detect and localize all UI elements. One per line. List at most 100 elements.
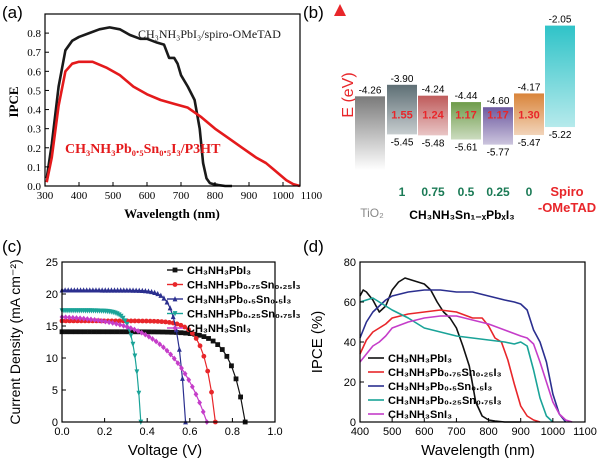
c-series-marker: [159, 319, 165, 325]
d-legend-label: CH₃NH₃Pb₀.₂₅Sn₀.₇₅I₃: [388, 395, 502, 407]
c-series-marker: [178, 330, 184, 336]
c-series-marker: [112, 287, 117, 293]
a-y-tick-label: 0.0: [27, 181, 41, 193]
a-x-tick-label: 600: [139, 190, 156, 202]
c-series-marker: [71, 287, 77, 293]
d-series-line-3: [359, 289, 567, 423]
c-series-marker: [209, 389, 214, 395]
c-series-marker: [68, 287, 74, 293]
c-series-marker: [197, 399, 202, 406]
c-series-marker: [186, 327, 191, 333]
c-series-marker: [133, 287, 139, 293]
d-series-line-1: [359, 277, 521, 423]
c-series-marker: [179, 365, 184, 372]
c-y-tick-label: 0: [52, 417, 58, 429]
c-series-marker: [87, 287, 93, 293]
c-y-tick-label: 15: [46, 321, 58, 333]
b-vb-label: -5.48: [422, 138, 445, 149]
b-bandgap-label: 1.17: [487, 109, 508, 121]
b-bandgap-label: 1.55: [391, 109, 412, 121]
b-bandgap-label: 1.24: [422, 109, 444, 121]
c-series-marker: [155, 290, 161, 297]
c-series-marker: [196, 332, 202, 338]
c-x-tick-label: 0.0: [54, 426, 69, 438]
c-series-marker: [171, 355, 177, 362]
c-series-marker: [90, 287, 96, 293]
c-series-marker: [174, 321, 180, 327]
d-x-tick-label: 800: [479, 426, 497, 438]
b-band-bar: [451, 102, 481, 140]
c-series-marker: [64, 329, 69, 335]
c-series-marker: [128, 318, 134, 324]
b-vb-label: -5.77: [487, 148, 510, 159]
c-series-marker: [132, 318, 138, 324]
c-series-marker: [166, 319, 172, 325]
d-y-tick-label: 60: [344, 297, 356, 309]
b-vb-label: -5.47: [518, 138, 541, 149]
c-y-tick-label: 5: [52, 385, 58, 397]
c-series-marker: [215, 342, 221, 347]
d-legend-label: CH₃NH₃SnI₃: [388, 409, 452, 421]
a-x-axis-label: Wavelength (nm): [124, 206, 220, 221]
c-series-marker: [128, 329, 134, 335]
c-series-marker: [113, 320, 119, 327]
c-series-marker: [170, 313, 176, 320]
c-series-marker: [224, 353, 230, 359]
c-series-marker: [206, 336, 211, 341]
c-series-marker: [139, 287, 145, 294]
c-series-marker: [103, 318, 108, 325]
c-series-marker: [67, 318, 73, 324]
b-cb-label: -2.05: [549, 15, 572, 26]
c-series-marker: [77, 329, 83, 335]
c-series-marker: [119, 329, 124, 335]
b-cb-label: -4.44: [455, 91, 478, 102]
c-x-tick-label: 0.6: [182, 426, 197, 438]
c-legend-marker: [172, 267, 178, 273]
a-x-tick-label: 900: [241, 190, 258, 202]
c-x-tick-label: 1.0: [267, 426, 282, 438]
c-series-marker: [109, 287, 114, 293]
c-series-marker: [189, 330, 195, 336]
d-y-axis-label: IPCE (%): [309, 311, 326, 374]
a-x-tick-label: 1100: [301, 190, 323, 202]
a-series-line-2: [45, 60, 301, 188]
c-series-marker: [123, 329, 129, 335]
c-series-marker: [74, 315, 79, 321]
c-series-marker: [115, 287, 120, 293]
a-x-tick-label: 1000: [272, 190, 295, 202]
c-series-marker: [128, 333, 134, 339]
c-series-marker: [139, 329, 145, 336]
d-y-tick-label: 0: [350, 417, 356, 429]
d-x-axis-label: Wavelength (nm): [421, 442, 535, 459]
c-series-marker: [142, 331, 148, 338]
c-series-marker: [167, 305, 173, 311]
c-series-marker: [96, 287, 102, 293]
c-legend-label: CH₃NH₃Pb₀.₅Sn₀.₅I₃: [187, 294, 291, 306]
d-series-line-4: [359, 297, 554, 423]
c-series-marker: [136, 390, 142, 397]
c-series-marker: [81, 315, 87, 322]
c-series-marker: [124, 324, 130, 330]
panel-d-ipce-chart: 400 500 600 700 800 900 1000 1100 0 20 40 60 80 Wave…: [309, 257, 597, 459]
c-series-marker: [63, 314, 69, 321]
b-cb-label: -4.26: [359, 85, 382, 96]
b-spiro-label-line2: -OMeTAD: [538, 200, 596, 215]
c-series-marker: [192, 331, 198, 337]
c-series-marker: [117, 318, 122, 324]
c-series-marker: [66, 314, 72, 321]
c-y-axis-label: Current Density (mA cm⁻²): [7, 259, 23, 424]
d-y-tick-label: 20: [344, 377, 356, 389]
b-composition-label: 1: [399, 185, 406, 199]
c-series-marker: [75, 287, 80, 293]
c-series-marker: [132, 326, 137, 333]
a-plot-frame: [44, 13, 301, 187]
a-y-axis-label: IPCE: [6, 86, 21, 117]
c-series-marker: [99, 287, 105, 293]
c-series-marker: [95, 317, 101, 324]
a-x-tick-label: 300: [37, 190, 54, 202]
a-x-tick-label: 700: [173, 190, 190, 202]
c-legend-label: CH₃NH₃Pb₀.₇₅Sn₀.₂₅I₃: [187, 280, 301, 292]
a-y-tick-label: 0.1: [27, 162, 41, 174]
c-series-marker: [77, 315, 83, 322]
b-tio2-label: TiO₂: [360, 206, 384, 220]
